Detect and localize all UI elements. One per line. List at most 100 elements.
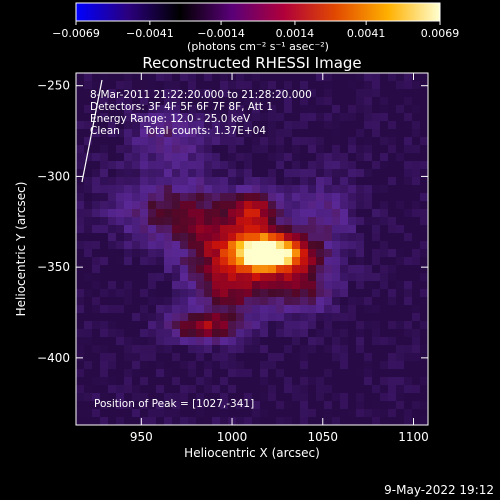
heatmap-cell [260, 193, 269, 202]
heatmap-cell [412, 193, 421, 202]
heatmap-cell [156, 361, 165, 370]
heatmap-cell [244, 353, 253, 362]
heatmap-cell [124, 145, 133, 154]
heatmap-cell [276, 313, 285, 322]
heatmap-cell [300, 281, 309, 290]
heatmap-cell [212, 345, 221, 354]
heatmap-cell [420, 113, 428, 122]
heatmap-cell [396, 305, 405, 314]
heatmap-cell [100, 121, 109, 130]
heatmap-cell [244, 401, 253, 410]
heatmap-cell [388, 369, 397, 378]
heatmap-cell [364, 377, 373, 386]
heatmap-cell [316, 361, 325, 370]
heatmap-cell [364, 105, 373, 114]
heatmap-cell [156, 161, 165, 170]
heatmap-cell [404, 137, 413, 146]
heatmap-cell [260, 73, 269, 82]
heatmap-cell [188, 369, 197, 378]
heatmap-cell [108, 97, 117, 106]
heatmap-cell [148, 305, 157, 314]
heatmap-cell [300, 305, 309, 314]
heatmap-cell [276, 129, 285, 138]
heatmap-cell [108, 321, 117, 330]
heatmap-cell [100, 377, 109, 386]
heatmap-cell [364, 153, 373, 162]
heatmap-cell [220, 273, 229, 282]
heatmap-cell [212, 137, 221, 146]
heatmap-cell [324, 409, 333, 418]
heatmap-cell [284, 81, 293, 90]
heatmap-cell [228, 153, 237, 162]
heatmap-cell [140, 281, 149, 290]
heatmap-cell [228, 185, 237, 194]
heatmap-cell [124, 313, 133, 322]
heatmap-cell [284, 393, 293, 402]
heatmap-cell [396, 217, 405, 226]
heatmap-cell [180, 321, 189, 330]
heatmap-cell [292, 409, 301, 418]
heatmap-cell [180, 169, 189, 178]
heatmap-cell [212, 73, 221, 82]
heatmap-cell [124, 385, 133, 394]
heatmap-cell [132, 393, 141, 402]
heatmap-cell [180, 273, 189, 282]
heatmap-cell [332, 345, 341, 354]
heatmap-cell [372, 417, 381, 425]
heatmap-cell [404, 193, 413, 202]
heatmap-cell [388, 121, 397, 130]
heatmap-cell [212, 153, 221, 162]
heatmap-cell [308, 337, 317, 346]
heatmap-cell [100, 241, 109, 250]
annotation-total-counts: Total counts: 1.37E+04 [143, 125, 266, 137]
y-tick-label: −400 [37, 351, 70, 365]
heatmap-cell [164, 249, 173, 258]
heatmap-cell [284, 169, 293, 178]
heatmap-cell [284, 409, 293, 418]
heatmap-cell [92, 113, 101, 122]
heatmap-cell [124, 137, 133, 146]
heatmap-cell [252, 193, 261, 202]
heatmap-cell [260, 145, 269, 154]
heatmap-cell [172, 169, 181, 178]
heatmap-cell [236, 361, 245, 370]
heatmap-cell [76, 329, 85, 338]
heatmap-cell [308, 385, 317, 394]
heatmap-cell [180, 289, 189, 298]
heatmap-cell [420, 401, 428, 410]
heatmap-cell [108, 305, 117, 314]
heatmap-cell [84, 345, 93, 354]
heatmap-cell [308, 401, 317, 410]
heatmap-cell [396, 161, 405, 170]
heatmap-cell [316, 73, 325, 82]
heatmap-cell [372, 145, 381, 154]
annotation-energy: Energy Range: 12.0 - 25.0 keV [90, 113, 251, 125]
heatmap-cell [172, 345, 181, 354]
heatmap-cell [108, 129, 117, 138]
heatmap-cell [196, 233, 205, 242]
heatmap-cell [292, 201, 301, 210]
heatmap-cell [228, 273, 237, 282]
plot-frame [75, 72, 429, 426]
heatmap-cell [156, 201, 165, 210]
heatmap-cell [348, 161, 357, 170]
heatmap-cell [116, 249, 125, 258]
heatmap-cell [292, 161, 301, 170]
heatmap-cell [316, 89, 325, 98]
heatmap-cell [284, 137, 293, 146]
heatmap-cell [180, 329, 189, 338]
heatmap-cell [132, 161, 141, 170]
heatmap-cell [164, 305, 173, 314]
heatmap-cell [228, 145, 237, 154]
heatmap-cell [372, 89, 381, 98]
heatmap-cell [340, 185, 349, 194]
heatmap-cell [396, 209, 405, 218]
heatmap-cell [252, 353, 261, 362]
heatmap-cell [228, 225, 237, 234]
heatmap-cell [284, 337, 293, 346]
heatmap-cell [388, 185, 397, 194]
heatmap-cell [132, 217, 141, 226]
heatmap-cell [412, 137, 421, 146]
heatmap-cell [396, 81, 405, 90]
heatmap-cell [284, 353, 293, 362]
